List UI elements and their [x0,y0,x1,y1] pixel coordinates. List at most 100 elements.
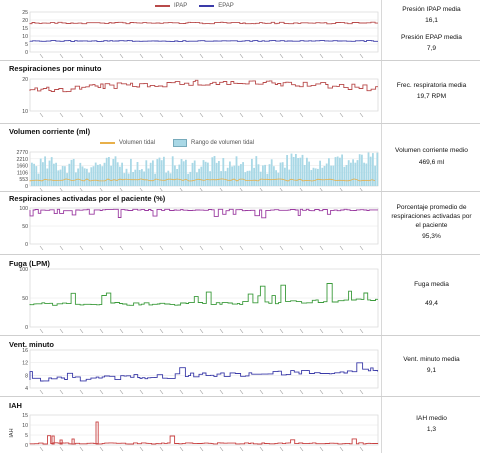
x-tick-mark [79,187,83,191]
tidal-range-bar [83,168,86,186]
resp-rate-title: Respiraciones por minuto [9,64,102,73]
tidal-range-bar [178,164,181,186]
x-tick-mark [299,389,304,395]
tidal-range-bar [116,162,119,186]
x-tick-mark [199,328,204,334]
x-tick-mark [39,446,44,452]
tidal-range-bar [270,159,273,186]
tidal-range-bar [246,170,249,186]
tidal-range-bar [112,159,115,186]
tidal-range-bar [339,157,341,186]
tidal-range-bar [257,164,260,186]
tidal-range-bar [138,170,141,186]
x-tick-mark [339,446,344,452]
tidal-range-bar [204,161,207,186]
tidal-range-bar [376,152,379,186]
x-tick-mark [99,245,104,251]
x-tick-mark [199,389,204,395]
x-tick-mark [119,53,124,59]
ipap-mean-label: Presión IPAP media [402,6,461,14]
x-tick-mark [279,112,284,118]
y-tick-label: 1660 [16,164,28,170]
tidal-range-bar [198,168,200,186]
tidal-range-bar [374,165,376,186]
x-tick-mark [99,328,104,334]
tidal-range-bar [264,164,266,186]
x-tick-mark [159,446,164,452]
leak-mean-value: 49,4 [425,300,438,307]
tidal-range-bar [244,172,247,186]
x-tick-mark [279,389,284,395]
tidal-range-legend-swatch [173,139,188,147]
x-tick-mark [139,187,143,191]
tidal-range-bar [143,171,145,186]
tidal-range-bar [70,159,73,186]
tidal-range-bar [343,166,346,186]
tidal-range-bar [306,157,308,186]
ipap-legend-swatch [155,5,170,7]
minute-vent-stats: Vent. minuto media 9,1 [381,336,480,396]
x-tick-mark [279,446,284,452]
x-tick-mark [199,112,204,118]
tidal-range-bar [310,170,313,186]
resp-rate-chart-area: Respiraciones por minuto 20 10 [0,61,380,123]
x-tick-mark [219,446,224,452]
x-tick-mark [299,187,303,191]
x-tick-mark [99,187,103,191]
tidal-range-bar [180,159,183,186]
y-tick-label: 0 [25,242,28,248]
x-tick-mark [279,187,283,191]
tidal-range-bar [86,168,88,186]
tidal-mean-label: Volumen corriente medio [395,147,468,155]
tidal-range-bar [295,154,297,186]
tidal-range-bar [97,164,99,186]
tidal-range-bar [101,166,104,186]
tidal-range-bar [242,162,244,186]
tidal-range-bar [92,166,95,186]
y-tick-label: 10 [22,109,28,115]
tidal-range-bar [171,156,174,186]
tidal-range-bar [314,168,317,186]
tidal-range-bar [341,154,343,186]
x-tick-mark [299,446,304,452]
x-tick-mark [339,112,344,118]
tidal-range-bar [367,152,370,186]
tidal-range-bar [167,170,170,186]
tidal-range-bar [94,162,97,186]
x-tick-mark [239,187,243,191]
x-tick-mark [359,389,364,395]
pressure-chart-area: IPAP EPAP 25 20 15 10 5 0 [0,0,380,60]
tidal-range-bar [136,162,139,186]
x-tick-mark [159,53,164,59]
x-tick-mark [159,187,163,191]
x-tick-mark [79,112,84,118]
x-tick-mark [299,53,304,59]
tidal-range-bar [275,170,277,186]
tidal-range-bar [193,160,196,186]
x-tick-mark [259,112,264,118]
tidal-range-bar [237,165,240,186]
tidal-range-bar [288,169,291,186]
resp-rate-mean-label: Frec. respiratoria media [396,82,467,90]
tidal-range-bar [132,172,134,186]
x-tick-mark [199,53,204,59]
tidal-range-bar [308,161,310,186]
tidal-range-bar [163,156,165,186]
tidal-range-bar [286,155,288,186]
tidal-panel: Volumen corriente (ml) Volumen tidal Ran… [0,124,480,191]
tidal-range-bar [365,163,368,186]
x-tick-mark [299,112,304,118]
tidal-range-legend-label: Rango de volumen tidal [191,140,255,146]
ahi-mean-value: 1,3 [426,426,437,433]
minute-vent-mean-label: Vent. minuto media [403,356,460,364]
tidal-range-bar [33,163,35,186]
tidal-mean-value: 469,6 ml [418,159,445,166]
tidal-range-bar [248,170,251,186]
tidal-range-bar [103,162,106,186]
tidal-range-bar [44,156,46,186]
tidal-range-bar [134,169,137,186]
x-tick-mark [159,245,164,251]
tidal-range-bar [328,158,330,186]
tidal-range-bar [158,157,161,186]
